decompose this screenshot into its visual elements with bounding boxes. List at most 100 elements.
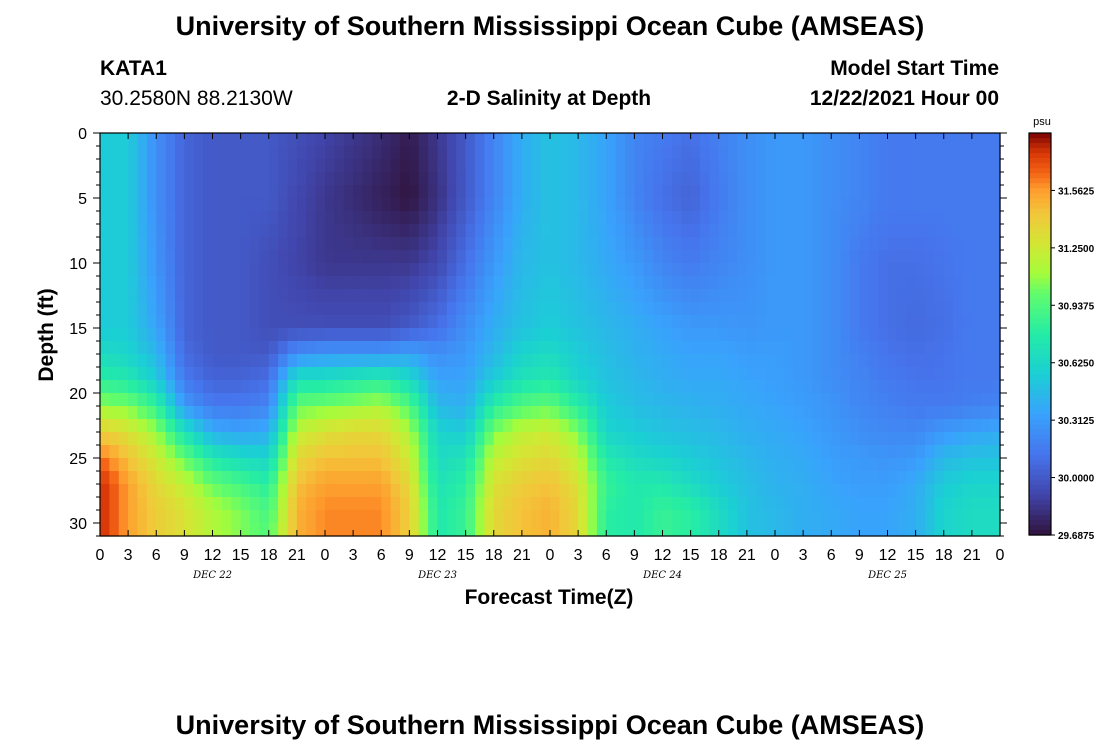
heatmap-cell [737,237,748,251]
heatmap-cell [118,289,129,303]
heatmap-cell [962,419,973,433]
heatmap-cell [709,497,720,511]
heatmap-cell [681,445,692,459]
heatmap-cell [550,458,560,472]
heatmap-cell [296,354,307,368]
heatmap-cell [259,276,270,290]
heatmap-cell [803,354,814,368]
heatmap-cell [803,172,814,186]
heatmap-cell [981,263,992,277]
heatmap-cell [531,185,542,199]
heatmap-cell [362,471,373,485]
heatmap-cell [653,497,664,511]
heatmap-cell [212,497,223,511]
heatmap-cell [550,328,560,342]
heatmap-cell [606,445,617,459]
heatmap-cell [184,510,195,524]
heatmap-cell [971,458,982,472]
heatmap-cell [315,380,326,394]
heatmap-cell [428,185,439,199]
heatmap-cell [212,237,223,251]
heatmap-cell [259,328,270,342]
heatmap-cell [165,159,176,173]
heatmap-cell [156,224,167,238]
heatmap-cell [962,393,973,407]
heatmap-cell [550,250,560,264]
heatmap-cell [962,510,973,524]
heatmap-cell [550,237,560,251]
heatmap-cell [784,471,795,485]
heatmap-cell [775,484,785,498]
x-tick-label: 9 [855,547,864,564]
heatmap-cell [250,185,260,199]
heatmap-cell [887,263,898,277]
heatmap-cell [728,315,739,329]
heatmap-cell [456,315,467,329]
heatmap-cell [381,198,392,212]
heatmap-cell [240,393,251,407]
heatmap-cell [559,367,570,381]
heatmap-cell [128,224,139,238]
heatmap-cell [325,367,335,381]
colorbar-swatch [1029,298,1051,305]
heatmap-cell [615,159,626,173]
heatmap-cell [643,133,654,147]
heatmap-cell [371,419,382,433]
heatmap-cell [793,146,804,160]
heatmap-cell [915,237,926,251]
heatmap-cell [578,510,589,524]
heatmap-cell [746,224,757,238]
heatmap-cell [812,354,823,368]
colorbar-swatch [1029,484,1051,491]
heatmap-cell [353,146,364,160]
heatmap-cell [812,250,823,264]
heatmap-cell [868,146,879,160]
heatmap-cell [625,393,635,407]
heatmap-cell [353,445,364,459]
heatmap-cell [184,185,195,199]
heatmap-cell [709,510,720,524]
colorbar-swatch [1029,308,1051,315]
heatmap-cell [878,133,889,147]
heatmap-cell [250,250,260,264]
heatmap-cell [943,276,954,290]
heatmap-cell [775,263,785,277]
heatmap-cell [268,406,279,420]
heatmap-cell [240,471,251,485]
colorbar-swatch [1029,178,1051,184]
heatmap-cell [137,276,148,290]
heatmap-cell [100,510,110,524]
heatmap-cell [606,198,617,212]
heatmap-cell [418,159,429,173]
heatmap-cell [634,406,645,420]
heatmap-cell [859,315,870,329]
heatmap-cell [128,341,139,355]
heatmap-cell [746,276,757,290]
heatmap-cell [118,237,129,251]
heatmap-cell [287,211,298,225]
heatmap-cell [353,419,364,433]
heatmap-cell [231,367,242,381]
heatmap-cell [690,458,701,472]
heatmap-cell [662,510,673,524]
heatmap-cell [634,211,645,225]
heatmap-cell [109,172,120,186]
heatmap-cell [681,302,692,316]
heatmap-cell [925,393,935,407]
heatmap-cell [156,341,167,355]
heatmap-cell [259,185,270,199]
heatmap-cell [728,185,739,199]
heatmap-cell [465,172,476,186]
heatmap-cell [512,133,523,147]
heatmap-cell [943,393,954,407]
heatmap-cell [728,523,739,537]
heatmap-cell [109,419,120,433]
heatmap-cell [212,419,223,433]
heatmap-cell [306,315,317,329]
heatmap-cell [437,198,448,212]
heatmap-cell [746,367,757,381]
heatmap-cell [868,354,879,368]
heatmap-cell [606,146,617,160]
heatmap-cell [821,328,832,342]
heatmap-cell [475,276,485,290]
